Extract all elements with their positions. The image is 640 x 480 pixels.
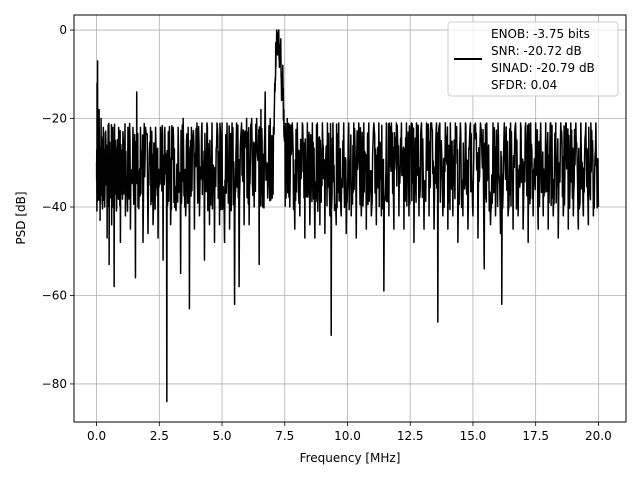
y-tick-label: −20 [42, 112, 67, 126]
psd-series-line [95, 29, 600, 403]
legend-line-sfdr: SFDR: 0.04 [491, 78, 557, 92]
legend-line-enob: ENOB: -3.75 bits [491, 27, 590, 41]
x-tick-label: 7.5 [275, 429, 294, 443]
legend-line-sinad: SINAD: -20.79 dB [491, 61, 595, 75]
x-tick-label: 10.0 [334, 429, 361, 443]
y-tick-label: −40 [42, 200, 67, 214]
legend: ENOB: -3.75 bits SNR: -20.72 dB SINAD: -… [447, 21, 619, 97]
y-axis-label: PSD [dB] [14, 191, 28, 244]
y-axis-ticks: 0 −20 −40 −60 −80 [42, 23, 74, 391]
y-tick-label: −80 [42, 377, 67, 391]
x-axis-label: Frequency [MHz] [300, 451, 401, 465]
series-group [95, 29, 600, 403]
x-tick-label: 12.5 [397, 429, 424, 443]
x-tick-label: 2.5 [150, 429, 169, 443]
x-tick-label: 5.0 [212, 429, 231, 443]
x-tick-label: 17.5 [522, 429, 549, 443]
x-tick-label: 20.0 [585, 429, 612, 443]
plot-frame [73, 14, 627, 423]
x-tick-label: 15.0 [460, 429, 487, 443]
x-tick-label: 0.0 [87, 429, 106, 443]
legend-line-snr: SNR: -20.72 dB [491, 44, 582, 58]
x-axis-ticks: 0.0 2.5 5.0 7.5 10.0 12.5 15.0 17.5 20.0 [87, 422, 612, 443]
y-tick-label: −60 [42, 288, 67, 302]
legend-box [447, 21, 619, 97]
y-tick-label: 0 [59, 23, 67, 37]
